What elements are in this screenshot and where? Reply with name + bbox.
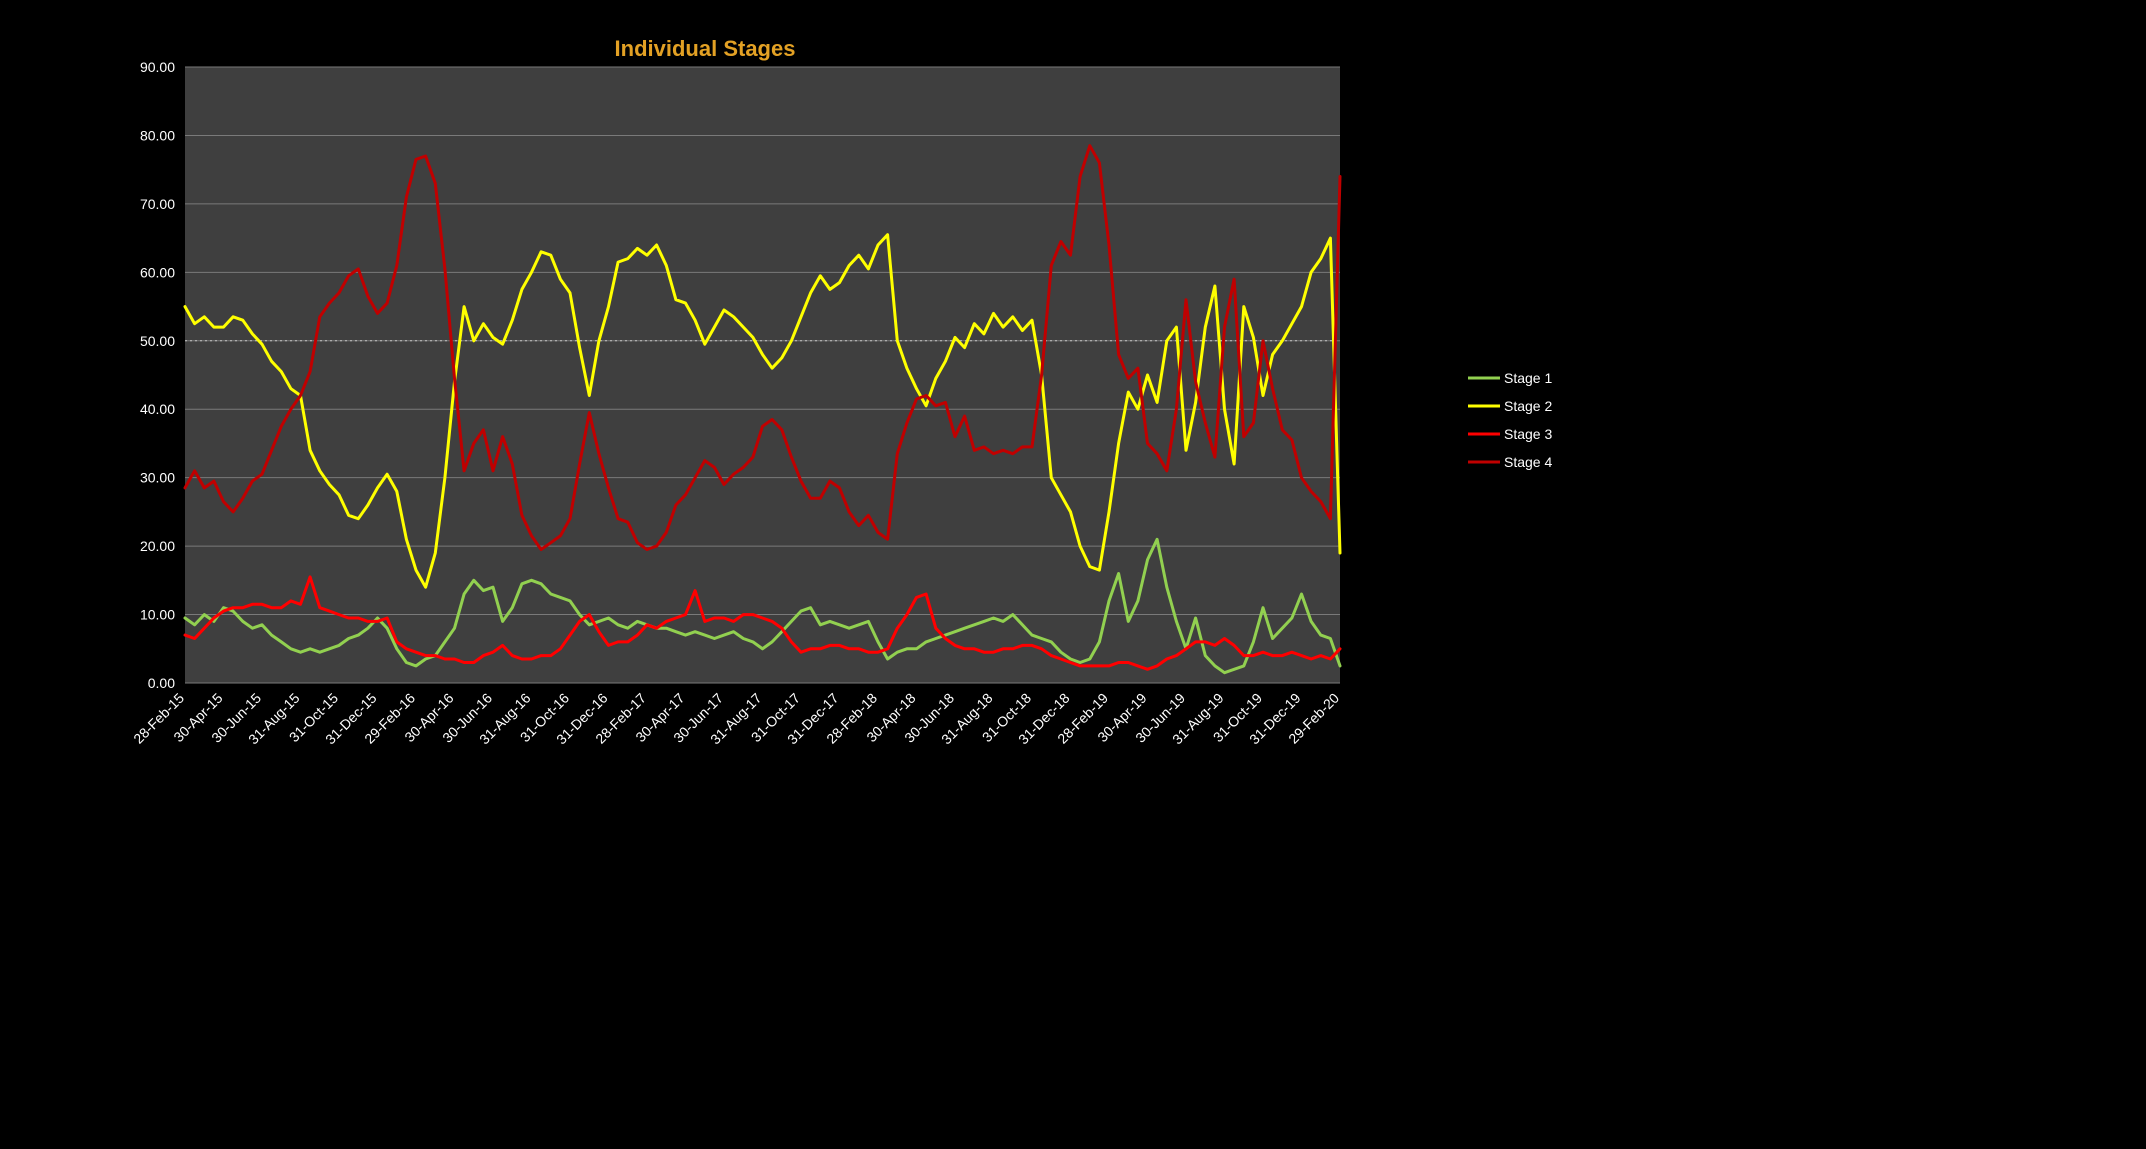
series-line-stage-2[interactable] [183, 233, 1342, 589]
series-line-stage-4[interactable] [183, 144, 1342, 551]
series-line-stage-3[interactable] [183, 575, 1342, 671]
legend-item-stage-4[interactable]: Stage 4 [1468, 454, 1552, 470]
y-axis-label: 70.00 [140, 196, 175, 212]
legend-label: Stage 3 [1504, 426, 1552, 442]
y-axis-label: 80.00 [140, 127, 175, 143]
legend-item-stage-2[interactable]: Stage 2 [1468, 398, 1552, 414]
gridlines-group [185, 66, 1340, 684]
legend-group: Stage 1 Stage 2 Stage 3 Stage 4 [1468, 370, 1552, 470]
y-axis-label: 0.00 [148, 675, 175, 691]
y-axis-label: 90.00 [140, 59, 175, 75]
legend-label: Stage 1 [1504, 370, 1552, 386]
legend-label: Stage 2 [1504, 398, 1552, 414]
y-axis-label: 40.00 [140, 401, 175, 417]
y-axis-labels-group: 0.00 10.00 20.00 30.00 40.00 50.00 60.00 70.00 8… [140, 59, 175, 691]
y-axis-label: 20.00 [140, 538, 175, 554]
series-line-stage-1[interactable] [183, 537, 1342, 675]
series-group [183, 144, 1342, 675]
y-axis-label: 30.00 [140, 470, 175, 486]
y-axis-label: 60.00 [140, 264, 175, 280]
y-axis-label: 10.00 [140, 607, 175, 623]
legend-item-stage-1[interactable]: Stage 1 [1468, 370, 1552, 386]
chart-title: Individual Stages [615, 36, 796, 61]
legend-label: Stage 4 [1504, 454, 1552, 470]
legend-item-stage-3[interactable]: Stage 3 [1468, 426, 1552, 442]
y-axis-label: 50.00 [140, 333, 175, 349]
